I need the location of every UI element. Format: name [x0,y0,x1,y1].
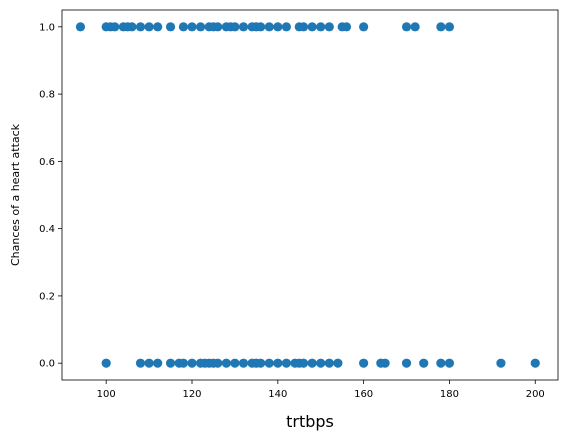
data-point [178,358,189,368]
data-point [341,22,352,32]
data-point [110,22,120,32]
data-point [144,358,154,368]
data-point [264,358,274,368]
data-point [264,22,274,32]
data-point [256,22,266,32]
data-point [316,22,326,32]
x-tick-label: 140 [268,389,287,400]
data-point [195,22,206,32]
data-point [307,358,317,368]
data-point [359,22,369,32]
data-point [307,22,317,32]
data-point [187,22,197,32]
data-point [324,358,334,368]
data-point [187,358,197,368]
data-point [401,22,412,32]
data-point [298,22,309,32]
data-point [281,358,291,368]
data-points [75,22,540,368]
data-point [230,358,240,368]
y-tick-label: 0.6 [39,157,55,168]
data-point [127,22,137,32]
y-tick-label: 1.0 [39,22,55,33]
data-point [101,358,111,368]
y-tick-label: 0.8 [39,90,55,101]
x-tick-label: 180 [440,389,459,400]
data-point [401,358,412,368]
data-point [135,358,146,368]
data-point [213,358,223,368]
data-point [444,358,455,368]
axes-frame [61,9,559,381]
x-axis-ticks: 100 120 140 160 180 200 [97,380,545,400]
x-axis-label: trtbps [286,412,334,431]
y-axis-ticks: 0.0 0.2 0.4 0.6 0.8 1.0 [39,22,62,370]
data-point [75,22,86,32]
data-point [419,358,429,368]
data-point [165,358,176,368]
data-point [213,22,223,32]
data-point [281,22,291,32]
data-point [316,358,326,368]
x-tick-label: 100 [97,389,116,400]
data-point [436,22,446,32]
y-tick-label: 0.0 [39,359,55,370]
y-tick-label: 0.2 [39,291,55,302]
data-point [144,22,154,32]
x-tick-label: 200 [526,389,545,400]
data-point [496,358,506,368]
data-point [153,22,163,32]
data-point [273,358,283,368]
data-point [165,22,176,32]
data-point [359,358,369,368]
data-point [273,22,283,32]
data-point [153,358,163,368]
y-tick-label: 0.4 [39,224,55,235]
data-point [410,22,420,32]
data-point [530,358,540,368]
x-tick-label: 120 [182,389,201,400]
y-axis-label: Chances of a heart attack [9,123,22,266]
data-point [380,358,390,368]
data-point [333,358,343,368]
data-point [238,22,249,32]
data-point [221,358,231,368]
data-point [178,22,189,32]
data-point [298,358,309,368]
data-point [324,22,334,32]
data-point [238,358,249,368]
data-point [256,358,266,368]
data-point [135,22,146,32]
data-point [444,22,455,32]
plot-background [62,10,558,380]
data-point [436,358,446,368]
x-tick-label: 160 [354,389,373,400]
data-point [230,22,240,32]
